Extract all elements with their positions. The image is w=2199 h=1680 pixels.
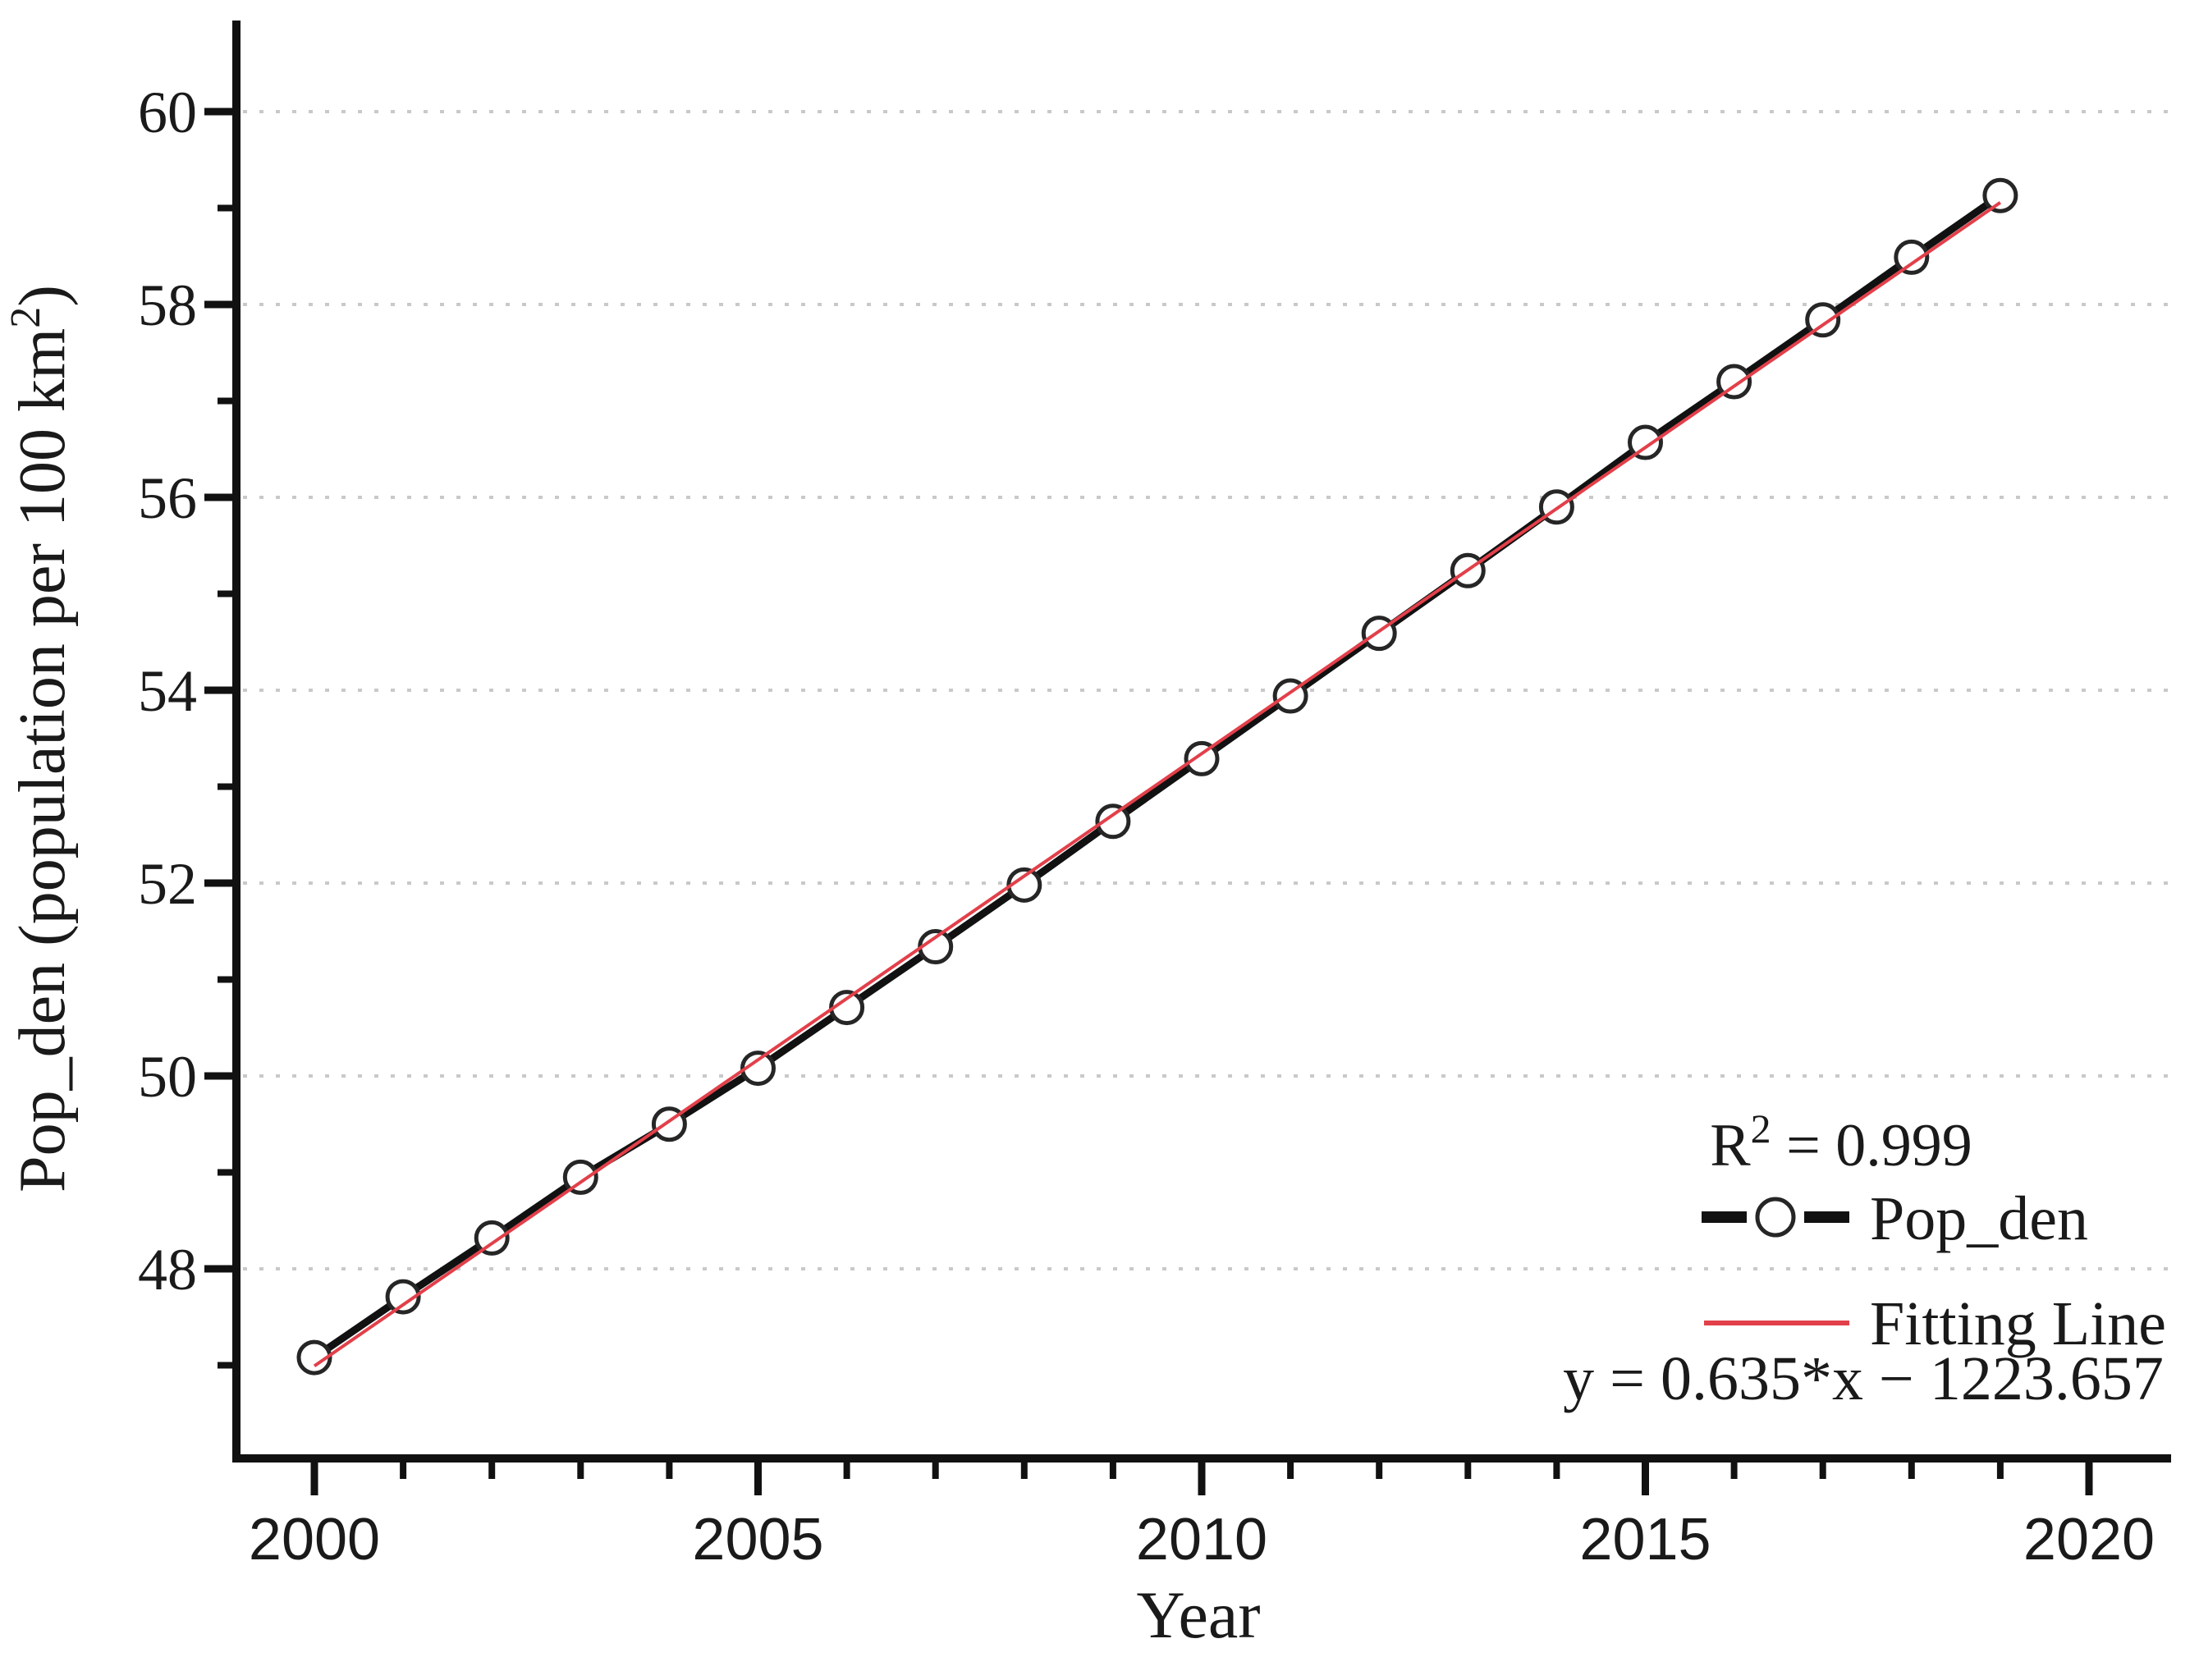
data-point-marker: [1628, 424, 1663, 460]
equation-label: y = 0.635*x − 1223.657: [1563, 1344, 2164, 1413]
data-point-marker: [385, 1279, 421, 1315]
y-tick-label: 54: [138, 658, 197, 724]
x-tick-label: 2010: [1136, 1507, 1267, 1572]
data-point-marker: [474, 1220, 510, 1256]
x-tick-labels: 2000 2005 2010 2015 2020: [249, 1507, 2155, 1572]
data-point-marker: [1982, 177, 2018, 213]
data-point-marker: [296, 1339, 332, 1376]
y-tick-label: 50: [138, 1044, 197, 1110]
y-tick-label: 48: [138, 1237, 197, 1302]
y-tick-label: 58: [138, 272, 197, 338]
r-squared-base: R: [1710, 1112, 1751, 1179]
r-squared-superscript: 2: [1751, 1106, 1771, 1151]
axes: [232, 21, 2171, 1463]
data-point-marker: [1716, 364, 1752, 400]
y-tick-label: 52: [138, 851, 197, 917]
legend-fitting-line-label: Fitting Line: [1870, 1289, 2166, 1358]
y-axis-title: Pop_den (population per 100 km2): [2, 285, 79, 1192]
y-axis-title-superscript: 2: [2, 307, 49, 328]
y-tick-labels: 60 58 56 54 52 50 48: [138, 80, 197, 1302]
fitting-line: [313, 201, 2002, 1368]
data-point-marker: [1095, 803, 1131, 840]
y-axis-title-end: ): [7, 285, 79, 307]
axis-ticks: [204, 108, 2093, 1495]
x-tick-label: 2005: [692, 1507, 823, 1572]
data-point-marker: [1894, 239, 1930, 275]
data-point-marker: [562, 1159, 598, 1195]
legend-popden-label: Pop_den: [1870, 1184, 2088, 1253]
x-tick-label: 2020: [2023, 1507, 2155, 1572]
pop-den-series: [296, 177, 2018, 1376]
r-squared-value: = 0.999: [1771, 1112, 1972, 1179]
y-tick-label: 60: [138, 80, 197, 145]
x-tick-label: 2000: [249, 1507, 380, 1572]
fitting-line-series: [313, 201, 2002, 1368]
x-tick-label: 2015: [1579, 1507, 1711, 1572]
data-point-marker: [1184, 740, 1220, 776]
y-tick-label: 56: [138, 465, 197, 531]
x-axis-title: Year: [1136, 1577, 1260, 1652]
data-point-marker: [740, 1051, 776, 1087]
y-axis-title-main: Pop_den (population per 100 km: [7, 328, 79, 1192]
data-point-marker: [1805, 302, 1841, 338]
legend-popden-marker: [1755, 1197, 1796, 1238]
axis-titles: Year Pop_den (population per 100 km2): [2, 285, 1261, 1652]
r-squared-label: R2 = 0.999: [1710, 1106, 1972, 1179]
